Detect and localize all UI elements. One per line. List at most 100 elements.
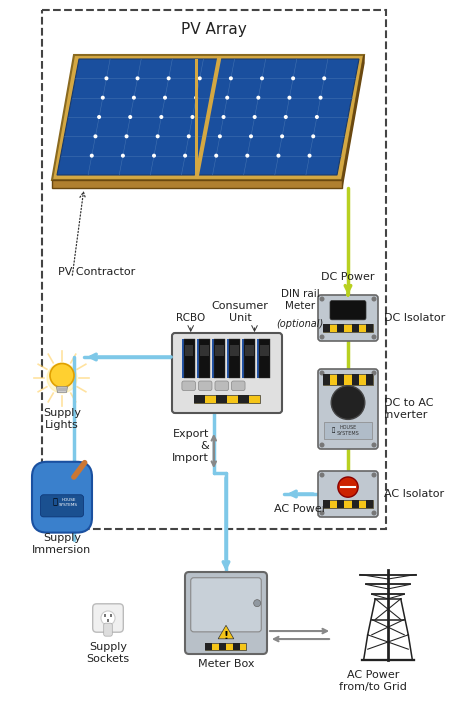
FancyBboxPatch shape [93, 604, 123, 632]
FancyBboxPatch shape [318, 369, 378, 449]
Circle shape [284, 116, 287, 118]
Polygon shape [57, 59, 359, 175]
Circle shape [195, 96, 197, 99]
Text: (optional): (optional) [276, 319, 324, 329]
Text: Consumer
Unit: Consumer Unit [212, 302, 269, 323]
Polygon shape [52, 55, 364, 180]
Bar [323, 500, 373, 508]
FancyBboxPatch shape [40, 494, 83, 517]
Text: Supply
Immersion: Supply Immersion [32, 533, 91, 555]
Bar [352, 323, 359, 332]
Bar [216, 394, 227, 402]
Circle shape [319, 96, 322, 99]
Circle shape [91, 154, 93, 157]
Text: DC to AC
Inverter: DC to AC Inverter [384, 398, 434, 420]
Circle shape [320, 511, 324, 515]
FancyBboxPatch shape [172, 333, 282, 413]
Bar [199, 339, 210, 378]
Circle shape [320, 371, 324, 375]
Bar [337, 374, 345, 385]
Bar [366, 500, 373, 508]
Text: Meter Box: Meter Box [198, 659, 254, 669]
Circle shape [316, 116, 318, 118]
Bar [323, 323, 373, 332]
Circle shape [372, 371, 376, 375]
Polygon shape [342, 55, 364, 188]
Circle shape [199, 77, 201, 80]
Circle shape [257, 96, 260, 99]
Circle shape [320, 473, 324, 477]
Text: RCBO: RCBO [176, 313, 205, 323]
Circle shape [372, 511, 376, 515]
Bar [337, 323, 345, 332]
Text: 🌳: 🌳 [331, 428, 335, 434]
Circle shape [184, 154, 186, 157]
Bar [324, 422, 372, 439]
Circle shape [226, 96, 228, 99]
Circle shape [312, 135, 315, 138]
Circle shape [323, 77, 326, 80]
Bar [195, 59, 199, 175]
Bar [323, 374, 373, 385]
Circle shape [261, 77, 263, 80]
Text: DC Power: DC Power [321, 272, 375, 282]
Bar [366, 323, 373, 332]
Text: Export
&
Import: Export & Import [172, 429, 209, 463]
Circle shape [320, 443, 324, 447]
Circle shape [129, 116, 131, 118]
Bar [194, 394, 260, 402]
Circle shape [136, 77, 139, 80]
Circle shape [372, 473, 376, 477]
Text: AC Power
from/to Grid: AC Power from/to Grid [339, 670, 407, 692]
Circle shape [101, 611, 115, 625]
Circle shape [219, 135, 221, 138]
Circle shape [105, 77, 108, 80]
Circle shape [160, 116, 163, 118]
Bar [206, 642, 246, 650]
Circle shape [229, 77, 232, 80]
FancyBboxPatch shape [318, 471, 378, 517]
Polygon shape [218, 626, 234, 639]
Bar [185, 345, 193, 356]
Bar [257, 339, 260, 378]
Circle shape [331, 386, 365, 419]
Circle shape [188, 135, 190, 138]
Bar [194, 394, 205, 402]
Bar [246, 345, 254, 356]
Bar [260, 345, 269, 356]
Bar [229, 339, 240, 378]
Bar [219, 642, 226, 650]
Circle shape [47, 363, 77, 393]
Circle shape [254, 600, 261, 607]
Bar [352, 500, 359, 508]
Circle shape [372, 335, 376, 339]
Bar [214, 339, 225, 378]
Circle shape [153, 154, 155, 157]
Circle shape [372, 297, 376, 301]
FancyBboxPatch shape [185, 572, 267, 654]
Text: AC Isolator: AC Isolator [384, 489, 444, 499]
Circle shape [320, 335, 324, 339]
Text: AC Power: AC Power [274, 504, 326, 514]
Bar [323, 374, 330, 385]
FancyBboxPatch shape [191, 578, 261, 632]
Text: Supply
Lights: Supply Lights [43, 408, 81, 430]
Circle shape [308, 154, 311, 157]
Circle shape [50, 363, 74, 387]
Circle shape [167, 77, 170, 80]
FancyBboxPatch shape [330, 301, 366, 320]
Bar [197, 339, 200, 378]
FancyBboxPatch shape [104, 624, 112, 636]
Bar [238, 394, 249, 402]
Text: HOUSE
SYSTEMS: HOUSE SYSTEMS [337, 425, 359, 436]
Circle shape [94, 135, 97, 138]
Bar [337, 500, 345, 508]
Text: DC Isolator: DC Isolator [384, 313, 445, 323]
FancyBboxPatch shape [215, 381, 228, 391]
Text: DIN rail
Meter: DIN rail Meter [281, 289, 319, 311]
Circle shape [320, 297, 324, 301]
FancyBboxPatch shape [32, 462, 92, 533]
Bar [182, 339, 184, 378]
Bar [227, 339, 230, 378]
Text: !: ! [224, 631, 228, 641]
